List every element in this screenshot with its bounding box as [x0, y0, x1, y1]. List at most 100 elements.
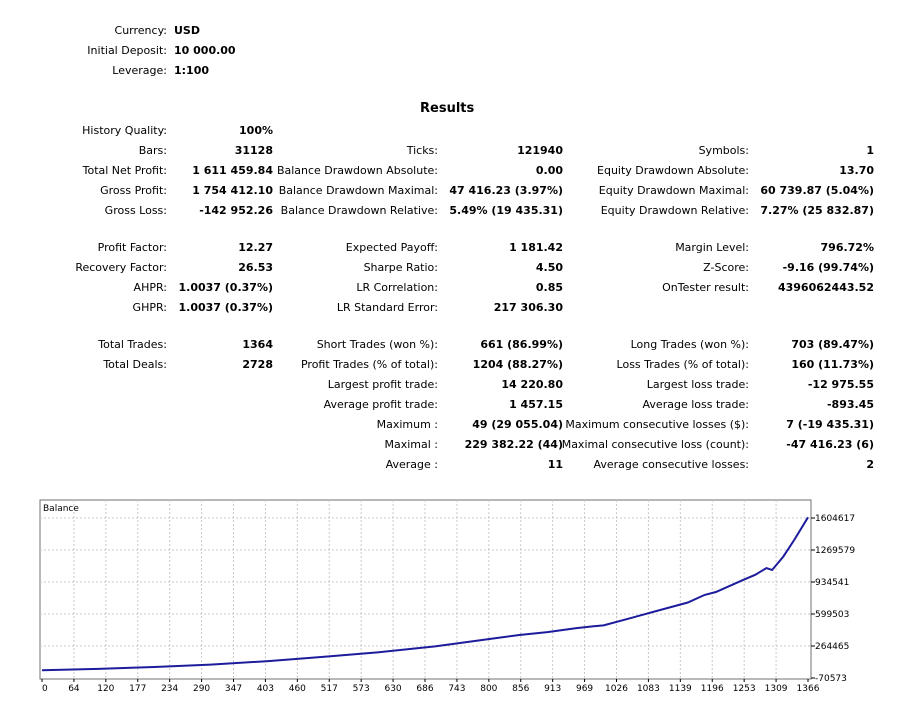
stat-value: 31128 [234, 144, 273, 157]
x-tick-label: 969 [576, 684, 593, 694]
currency-label: Currency: [114, 24, 167, 37]
stat-label: Total Net Profit: [82, 164, 167, 177]
stat-value: 796.72% [820, 241, 874, 254]
stat-value: -893.45 [826, 398, 874, 411]
stat-label: Balance Drawdown Relative: [280, 204, 438, 217]
stat-label: Average loss trade: [642, 398, 749, 411]
x-tick-label: 290 [193, 684, 210, 694]
y-tick-label: 1604617 [815, 514, 855, 524]
stat-label: Total Deals: [103, 358, 167, 371]
leverage-label: Leverage: [112, 64, 167, 77]
stat-value: 1364 [242, 338, 273, 351]
stat-value: 2728 [242, 358, 273, 371]
stat-label: Ticks: [406, 144, 438, 157]
stat-label: Symbols: [698, 144, 749, 157]
stat-label: Largest profit trade: [327, 378, 438, 391]
x-tick-label: 1309 [765, 684, 788, 694]
x-tick-label: 177 [129, 684, 146, 694]
stat-label: Maximum consecutive losses ($): [565, 418, 749, 431]
stat-value: 5.49% (19 435.31) [449, 204, 563, 217]
stat-value: 1 181.42 [509, 241, 563, 254]
x-tick-label: 800 [480, 684, 497, 694]
stat-label: LR Correlation: [356, 281, 438, 294]
stat-value: 121940 [517, 144, 563, 157]
x-tick-label: 1366 [797, 684, 820, 694]
stat-value: 13.70 [839, 164, 874, 177]
y-axis-ticks: 1604617 1269579 934541 599503 264465 -70573 [811, 514, 855, 684]
y-tick-label: -70573 [815, 674, 847, 684]
x-tick-label: 1196 [701, 684, 724, 694]
stat-label: Equity Drawdown Maximal: [598, 184, 749, 197]
stat-label: AHPR: [133, 281, 167, 294]
stat-value: 1204 (88.27%) [472, 358, 563, 371]
stat-value: 703 (89.47%) [791, 338, 874, 351]
x-tick-label: 1253 [733, 684, 756, 694]
y-tick-label: 264465 [815, 642, 849, 652]
stat-label: History Quality: [82, 124, 167, 137]
chart-grid [40, 500, 811, 679]
stat-value: 12.27 [238, 241, 273, 254]
stat-label: Profit Factor: [97, 241, 167, 254]
stat-value: 0.85 [535, 281, 563, 294]
stat-label: Bars: [138, 144, 167, 157]
stat-value: 661 (86.99%) [480, 338, 563, 351]
stat-value: -9.16 (99.74%) [782, 261, 874, 274]
stat-label: Short Trades (won %): [316, 338, 438, 351]
stat-label: Balance Drawdown Absolute: [276, 164, 438, 177]
stat-value: 1 [866, 144, 874, 157]
stat-label: Sharpe Ratio: [363, 261, 438, 274]
results-title: Results [420, 101, 475, 116]
stat-value: 160 (11.73%) [791, 358, 874, 371]
balance-series-line [41, 516, 809, 672]
stat-value: 14 220.80 [501, 378, 563, 391]
stat-value: -47 416.23 (6) [786, 438, 874, 451]
stat-value: -12 975.55 [807, 378, 874, 391]
x-tick-label: 1026 [605, 684, 628, 694]
y-tick-label: 934541 [815, 578, 849, 588]
stat-label: Average profit trade: [323, 398, 438, 411]
stat-label: Balance Drawdown Maximal: [278, 184, 438, 197]
stat-value: 1.0037 (0.37%) [178, 301, 274, 314]
stat-label: Profit Trades (% of total): [300, 358, 438, 371]
stat-label: LR Standard Error: [336, 301, 438, 314]
stat-value: 4.50 [535, 261, 563, 274]
x-tick-label: 517 [321, 684, 338, 694]
stat-value: 2 [866, 458, 874, 471]
stat-value: 1 611 459.84 [192, 164, 273, 177]
stat-label: Maximal : [384, 438, 438, 451]
x-tick-label: 1139 [669, 684, 692, 694]
stat-label: GHPR: [132, 301, 167, 314]
stat-label: Average consecutive losses: [593, 458, 749, 471]
stat-value: 1 754 412.10 [192, 184, 273, 197]
stat-value: 100% [239, 124, 273, 137]
initial-deposit-value: 10 000.00 [174, 44, 236, 57]
x-tick-label: 686 [416, 684, 433, 694]
stat-value: 47 416.23 (3.97%) [449, 184, 563, 197]
stat-value: 1.0037 (0.37%) [178, 281, 274, 294]
stat-value: 217 306.30 [493, 301, 563, 314]
stat-value: 7.27% (25 832.87) [760, 204, 874, 217]
x-tick-label: 856 [512, 684, 529, 694]
stat-label: Long Trades (won %): [630, 338, 749, 351]
stat-label: Average : [385, 458, 438, 471]
stat-value: 11 [547, 458, 563, 471]
stat-value: 7 (-19 435.31) [786, 418, 874, 431]
stat-value: 229 382.22 (44) [464, 438, 563, 451]
leverage-value: 1:100 [174, 64, 210, 77]
stat-value: 0.00 [535, 164, 563, 177]
stat-label: Largest loss trade: [646, 378, 749, 391]
x-tick-label: 234 [161, 684, 178, 694]
stat-label: Recovery Factor: [75, 261, 167, 274]
stat-value: 4396062443.52 [777, 281, 874, 294]
x-axis-ticks: 0 64 120 177 234 290 347 403 460 517 573 630 686 743 8… [41, 679, 820, 694]
initial-deposit-label: Initial Deposit: [87, 44, 167, 57]
currency-value: USD [174, 24, 200, 37]
stat-value: 49 (29 055.04) [472, 418, 563, 431]
stat-label: Equity Drawdown Absolute: [597, 164, 749, 177]
stat-label: Margin Level: [675, 241, 749, 254]
y-tick-label: 599503 [815, 610, 849, 620]
stat-label: Gross Loss: [104, 204, 167, 217]
stat-label: Maximum : [376, 418, 438, 431]
x-tick-label: 1083 [637, 684, 660, 694]
